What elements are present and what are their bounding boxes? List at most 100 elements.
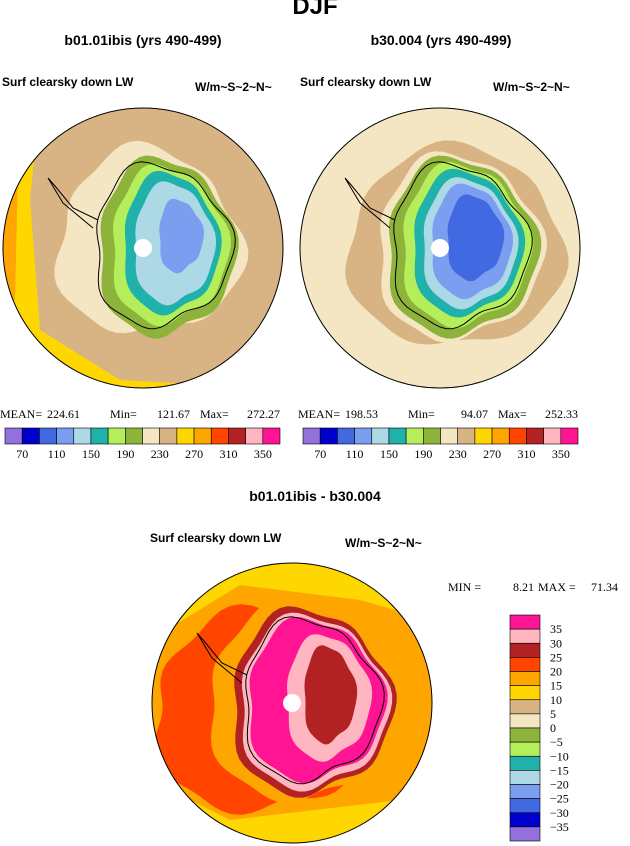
peninsula [47, 177, 99, 229]
stat-value: 224.61 [47, 407, 80, 421]
colorbar-box [159, 427, 178, 445]
peninsula [196, 632, 248, 684]
variable-label: Surf clearsky down LW [150, 531, 282, 545]
colorbar-box [543, 427, 562, 445]
colorbar-label: 25 [550, 650, 562, 664]
colorbar-label: 110 [346, 447, 364, 461]
colorbar-label: 150 [82, 447, 100, 461]
stat-label: Min= [408, 407, 435, 421]
colorbar-label: 270 [483, 447, 501, 461]
stat-label: Min= [110, 407, 137, 421]
colorbar-box [509, 741, 541, 757]
difference-title: b01.01ibis - b30.004 [249, 488, 381, 504]
map-border [2, 107, 284, 389]
colorbar-label: −25 [550, 792, 569, 806]
map [3, 108, 283, 388]
map-region [304, 645, 358, 745]
colorbar-label: 0 [550, 721, 556, 735]
pole [134, 239, 152, 257]
colorbar-label: −35 [550, 820, 569, 834]
colorbar-box [319, 427, 338, 445]
colorbar-box [39, 427, 57, 445]
colorbar-box [509, 826, 541, 842]
colorbar-label: 230 [151, 447, 169, 461]
colorbar-box [228, 427, 246, 445]
colorbar-box [73, 427, 92, 445]
figure-title: DJF [292, 0, 337, 20]
colorbar-box [388, 427, 407, 445]
stat-label: Max= [498, 407, 527, 421]
colorbar-box [509, 671, 541, 686]
colorbar-label: 350 [552, 447, 570, 461]
colorbar-box [423, 427, 441, 445]
colorbar-box [509, 642, 541, 658]
stat-value: 121.67 [157, 407, 190, 421]
colorbar-label: 270 [185, 447, 203, 461]
map-region [159, 198, 204, 274]
colorbar-label: 5 [550, 707, 556, 721]
colorbar-box [125, 427, 143, 445]
colorbar-label: 15 [550, 679, 562, 693]
panel-title: b30.004 (yrs 490-499) [371, 32, 512, 48]
coastline [245, 616, 385, 785]
colorbar-box [509, 770, 541, 785]
stat-value: 272.27 [247, 407, 280, 421]
colorbar-box [56, 427, 75, 445]
colorbar-box [193, 427, 212, 445]
colorbar-label: 110 [48, 447, 66, 461]
colorbar-box [90, 427, 109, 445]
colorbar-label: 35 [550, 622, 562, 636]
colorbar-box [210, 427, 229, 445]
stat-value: 8.21 [513, 580, 534, 594]
colorbar-box [107, 427, 126, 445]
colorbar-box [509, 755, 541, 771]
colorbar-label: 70 [314, 447, 326, 461]
colorbar-label: 150 [380, 447, 398, 461]
stat-label: MEAN= [0, 407, 42, 421]
colorbar-box [354, 427, 373, 445]
map-border [151, 562, 433, 844]
stat-value: 94.07 [461, 407, 488, 421]
units-label: W/m~S~2~N~ [493, 80, 570, 94]
coastline [393, 161, 533, 330]
colorbar-box [509, 699, 541, 715]
colorbar-label: 310 [219, 447, 237, 461]
colorbar-label: 230 [449, 447, 467, 461]
panel-title: b01.01ibis (yrs 490-499) [64, 32, 221, 48]
colorbar-box [526, 427, 544, 445]
stat-label: MIN = [448, 580, 481, 594]
units-label: W/m~S~2~N~ [195, 80, 272, 94]
colorbar-box [491, 427, 510, 445]
colorbar-box [371, 427, 390, 445]
colorbar-box [509, 798, 541, 814]
colorbar-box [405, 427, 424, 445]
colorbar-box [509, 614, 541, 630]
colorbar-box [337, 427, 355, 445]
colorbar-box [509, 784, 541, 799]
colorbar-box [142, 427, 160, 445]
colorbar-label: 190 [414, 447, 432, 461]
units-label: W/m~S~2~N~ [345, 536, 422, 550]
colorbar-box [474, 427, 493, 445]
colorbar-box [440, 427, 458, 445]
colorbar-box [509, 657, 541, 672]
stat-value: 71.34 [591, 580, 618, 594]
colorbar-label: −30 [550, 806, 569, 820]
colorbar-box [508, 427, 527, 445]
variable-label: Surf clearsky down LW [2, 75, 134, 89]
stat-value: 198.53 [345, 407, 378, 421]
coastline [96, 161, 236, 330]
map-border [299, 107, 581, 389]
map [300, 108, 580, 388]
map-region [447, 194, 505, 282]
stat-label: MEAN= [298, 407, 340, 421]
colorbar-label: −10 [550, 749, 569, 763]
colorbar-box [176, 427, 195, 445]
colorbar-box [457, 427, 476, 445]
stat-label: MAX = [538, 580, 576, 594]
stat-value: 252.33 [545, 407, 578, 421]
peninsula [344, 177, 396, 229]
pole [431, 239, 449, 257]
colorbar-box [509, 713, 541, 729]
